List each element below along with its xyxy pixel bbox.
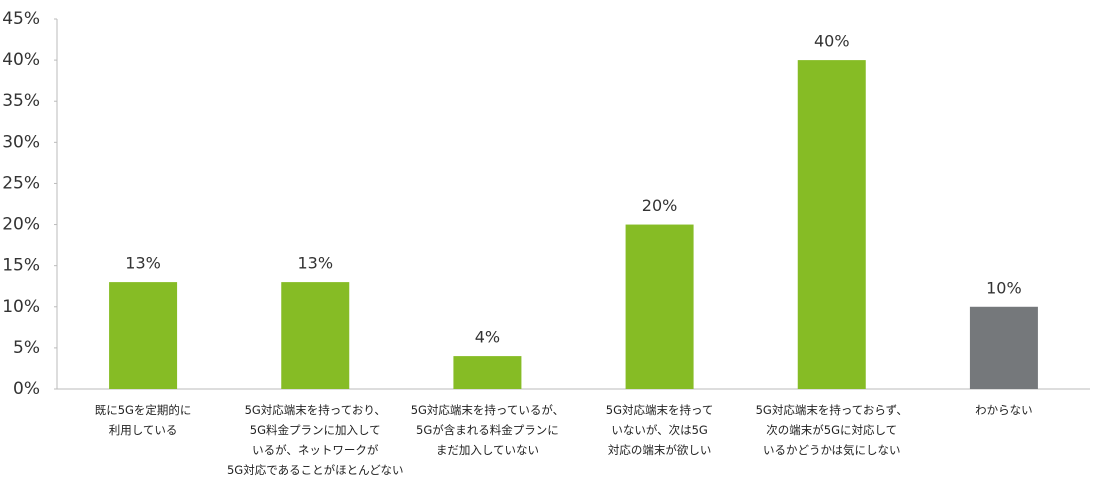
value-label: 20% — [642, 196, 678, 215]
y-tick-label: 30% — [2, 132, 40, 152]
value-label: 13% — [297, 254, 333, 273]
y-tick-label: 15% — [2, 256, 40, 276]
value-label: 4% — [475, 328, 500, 347]
bar — [797, 60, 866, 389]
x-tick-label: 5G対応端末を持っておらず、 次の端末が5Gに対応して いるかどうかは気にしない — [755, 403, 908, 457]
x-tick-label: 5G対応端末を持って いないが、次は5G 対応の端末が欲しい — [605, 403, 714, 457]
value-label: 40% — [814, 32, 850, 51]
y-tick-label: 35% — [2, 91, 40, 111]
y-tick-label: 20% — [2, 215, 40, 235]
x-tick-label: 既に5Gを定期的に 利用している — [94, 403, 192, 437]
value-label: 10% — [986, 278, 1022, 297]
value-label: 13% — [125, 254, 161, 273]
x-tick-label: 5G対応端末を持っているが、 5Gが含まれる料金プランに まだ加入していない — [410, 403, 565, 457]
y-tick-label: 45% — [2, 9, 40, 29]
bar — [453, 356, 522, 389]
y-tick-label: 25% — [2, 173, 40, 193]
y-tick-label: 5% — [13, 338, 40, 358]
x-tick-label: 5G対応端末を持っており、 5G料金プランに加入して いるが、ネットワークが 5… — [226, 403, 404, 477]
bar — [969, 306, 1038, 389]
y-tick-label: 40% — [2, 50, 40, 70]
bar — [625, 224, 694, 389]
bar — [109, 282, 178, 389]
y-tick-label: 0% — [13, 379, 40, 399]
y-tick-label: 10% — [2, 297, 40, 317]
x-tick-label: わからない — [975, 403, 1033, 417]
bar — [281, 282, 350, 389]
